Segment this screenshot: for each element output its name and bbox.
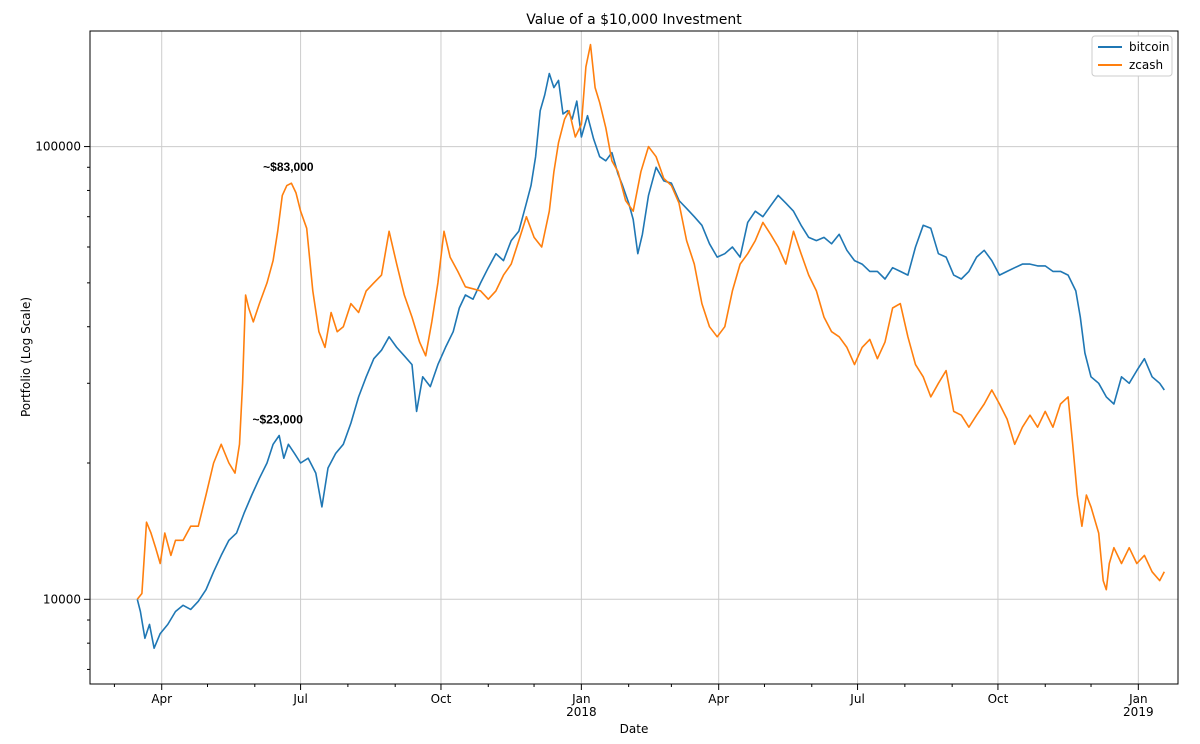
series-layer <box>136 43 1166 650</box>
y-tick-label: 10000 <box>43 592 81 606</box>
plot-frame <box>89 30 1179 685</box>
x-tick-label: Jul <box>849 692 864 706</box>
annotation-label: ~$23,000 <box>252 413 303 427</box>
x-tick-label: Oct <box>431 692 452 706</box>
x-axis-label: Date <box>620 722 649 736</box>
x-tick-label: Jan <box>1128 692 1148 706</box>
series-line-zcash <box>136 43 1166 600</box>
x-tick-year-label: 2019 <box>1123 705 1154 719</box>
x-tick-label: Oct <box>988 692 1009 706</box>
legend: bitcoin zcash <box>1091 35 1173 77</box>
y-tick-label: 100000 <box>35 140 81 154</box>
x-tick-label: Apr <box>708 692 729 706</box>
x-tick-label: Apr <box>151 692 172 706</box>
x-tick-year-label: 2018 <box>566 705 597 719</box>
legend-entry-zcash: zcash <box>1129 58 1163 72</box>
y-axis-label: Portfolio (Log Scale) <box>19 297 33 417</box>
x-tick-label: Jan <box>571 692 591 706</box>
legend-entry-bitcoin: bitcoin <box>1129 40 1170 54</box>
annotation-layer: ~$83,000 ~$23,000 <box>252 160 313 426</box>
chart-title: Value of a $10,000 Investment <box>526 12 742 28</box>
annotation-label: ~$83,000 <box>263 160 314 174</box>
gridlines <box>90 31 1178 684</box>
x-tick-label: Jul <box>292 692 307 706</box>
